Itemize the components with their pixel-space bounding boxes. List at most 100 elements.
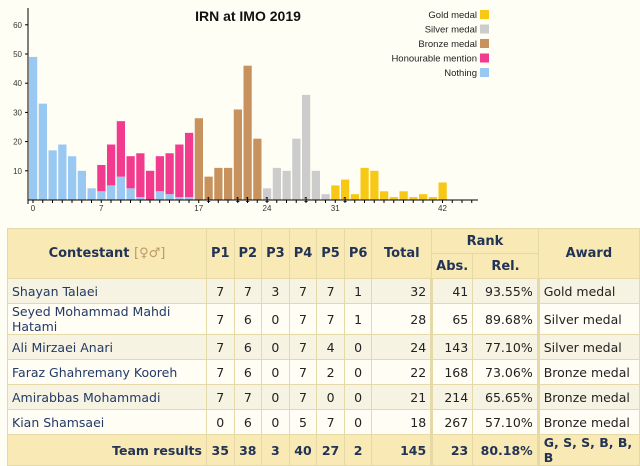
legend-swatch: [480, 39, 489, 48]
p4-score: 40: [288, 434, 318, 466]
rel-rank: 93.55%: [472, 278, 539, 304]
y-tick-label: 20: [13, 138, 22, 147]
bar-nothing: [185, 197, 194, 200]
contestant-name[interactable]: Ali Mirzaei Anari: [7, 334, 207, 360]
p6-score: 0: [343, 409, 373, 435]
team-marker: 1: [304, 197, 308, 204]
p3-header[interactable]: P3: [261, 228, 290, 279]
rel-rank: 73.06%: [472, 359, 539, 385]
p5-score: 2: [316, 359, 345, 385]
results-table: Contestant [♀♂] P1 P2 P3 P4 P5 P6 Total …: [7, 228, 640, 466]
total-header[interactable]: Total: [371, 228, 433, 279]
p2-score: 6: [233, 359, 263, 385]
bar-honourable-mention: [146, 170, 155, 200]
bar-nothing: [38, 103, 47, 200]
bar-nothing: [48, 150, 57, 200]
bar-silver-medal: [321, 194, 330, 200]
legend-label: Honourable mention: [391, 54, 477, 65]
total-score: 18: [371, 409, 433, 435]
p1-score: 7: [205, 359, 235, 385]
p2-header[interactable]: P2: [233, 228, 263, 279]
p2-score: 7: [233, 278, 263, 304]
team-marker: 1: [236, 197, 240, 204]
legend-swatch: [480, 53, 489, 63]
team-marker: 1: [207, 197, 211, 204]
y-tick-label: 30: [13, 108, 22, 117]
bar-nothing: [165, 194, 174, 200]
award: Bronze medal: [536, 409, 640, 435]
p3-score: 0: [261, 334, 290, 360]
p6-score: 0: [343, 384, 373, 410]
x-tick-label: 24: [263, 204, 272, 213]
total-score: 21: [371, 384, 433, 410]
legend-label: Gold medal: [428, 10, 477, 21]
p1-header[interactable]: P1: [205, 228, 235, 279]
bar-bronze-medal: [214, 167, 223, 200]
team-results-row: Team results 35 38 3 40 27 2 145 23 80.18% G, S, S…: [7, 434, 640, 466]
abs-rank: 214: [430, 384, 474, 410]
award: Bronze medal: [536, 359, 640, 385]
bar-silver-medal: [282, 170, 291, 200]
p4-score: 7: [288, 334, 318, 360]
rel-rank: 65.65%: [472, 384, 539, 410]
award-header[interactable]: Award: [537, 228, 640, 279]
table-row: Amirabbas Mohammadi 7 7 0 7 0 0 21 214 65.65% Bron…: [7, 384, 640, 410]
p5-score: 27: [316, 434, 345, 466]
table-row: Kian Shamsaei 0 6 0 5 7 0 18 267 57.10% Bronze med…: [7, 409, 640, 435]
bar-honourable-mention: [107, 144, 116, 186]
p4-header[interactable]: P4: [288, 228, 318, 279]
abs-rank: 267: [430, 409, 474, 435]
contestant-name[interactable]: Faraz Ghahremany Kooreh: [7, 359, 207, 385]
p6-header[interactable]: P6: [343, 228, 373, 279]
contestant-header-label: Contestant: [48, 246, 130, 261]
rel-rank-header[interactable]: Rel.: [472, 253, 539, 279]
bar-bronze-medal: [253, 138, 262, 200]
abs-rank-header[interactable]: Abs.: [431, 253, 474, 279]
bar-honourable-mention: [185, 132, 194, 198]
bar-gold-medal: [419, 194, 428, 200]
contestant-name[interactable]: Seyed Mohammad Mahdi Hatami: [7, 303, 207, 335]
abs-rank: 168: [430, 359, 474, 385]
p5-header[interactable]: P5: [316, 228, 345, 279]
y-tick-label: 10: [13, 167, 22, 176]
p2-score: 6: [233, 334, 263, 360]
y-tick-label: 50: [13, 50, 22, 59]
chart-title: IRN at IMO 2019: [195, 8, 301, 24]
bar-honourable-mention: [126, 156, 135, 189]
bar-gold-medal: [380, 191, 389, 200]
gender-icon[interactable]: [♀♂]: [134, 246, 166, 261]
bar-gold-medal: [399, 191, 408, 200]
total-score: 22: [371, 359, 433, 385]
contestant-name[interactable]: Kian Shamsaei: [7, 409, 207, 435]
bar-gold-medal: [409, 197, 418, 200]
p6-score: 0: [343, 359, 373, 385]
legend-swatch: [480, 24, 489, 34]
bar-gold-medal: [389, 197, 398, 200]
p1-score: 7: [205, 278, 235, 304]
rel-rank: 57.10%: [472, 409, 539, 435]
p4-score: 7: [288, 384, 318, 410]
rank-header: Rank: [431, 228, 539, 254]
p4-score: 7: [288, 278, 318, 304]
contestant-name[interactable]: Shayan Talaei: [7, 278, 207, 304]
bar-nothing: [77, 170, 86, 200]
contestant-name[interactable]: Amirabbas Mohammadi: [7, 384, 207, 410]
p5-score: 7: [316, 278, 345, 304]
p2-score: 7: [233, 384, 263, 410]
team-marker: 1: [246, 197, 250, 204]
rel-rank: 77.10%: [472, 334, 539, 360]
p3-score: 3: [261, 278, 290, 304]
bar-nothing: [58, 144, 67, 200]
award: Gold medal: [536, 278, 640, 304]
table-row: Shayan Talaei 7 7 3 7 7 1 32 41 93.55% Gold medal: [7, 278, 640, 304]
bar-nothing: [107, 185, 116, 200]
p1-score: 7: [205, 334, 235, 360]
table-row: Ali Mirzaei Anari 7 6 0 7 4 0 24 143 77.10% Silver…: [7, 334, 640, 360]
p5-score: 0: [316, 384, 345, 410]
total-score: 145: [371, 434, 433, 466]
p1-score: 7: [205, 303, 235, 335]
p1-score: 0: [205, 409, 235, 435]
bar-silver-medal: [292, 138, 301, 200]
contestant-header[interactable]: Contestant [♀♂]: [7, 228, 207, 279]
